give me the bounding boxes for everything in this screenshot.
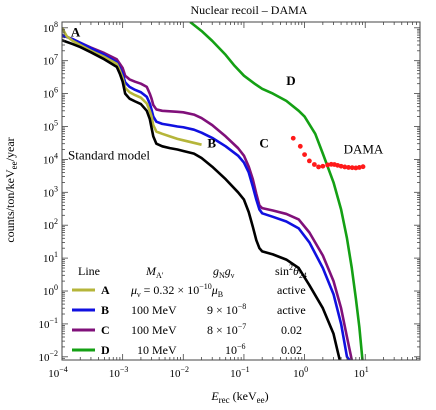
series-line-standard-model [62, 38, 342, 360]
dama-point [290, 135, 296, 141]
series-line-a [62, 27, 202, 146]
legend-row-c-mixing: 0.02 [281, 323, 302, 337]
legend: Line MA′ gNgν sin2θ24 A μν = 0.32 × 10−1… [72, 263, 307, 357]
legend-row-d-mass: 10 MeV [137, 343, 177, 357]
legend-row-a-moment: μν = 0.32 × 10−10μB [130, 282, 223, 299]
series-line-c [62, 33, 354, 360]
y-tick-label: 100 [43, 283, 58, 298]
dama-point [356, 165, 362, 170]
dama-point [338, 163, 344, 169]
x-tick-label: 10−4 [48, 365, 68, 380]
dama-point [325, 162, 331, 168]
x-tick-label: 10−2 [170, 365, 190, 380]
x-axis-title: Erec (keVee) [210, 389, 268, 405]
legend-row-b-mixing: active [277, 303, 306, 317]
dama-point [346, 165, 351, 170]
curve-label-c: C [259, 136, 268, 151]
annotation-dama: DAMA [344, 142, 384, 157]
y-tick-label: 105 [43, 118, 58, 133]
legend-row-d-label: D [101, 343, 110, 357]
dama-point [349, 165, 355, 171]
legend-row-c-mass: 100 MeV [131, 323, 177, 337]
legend-row-a-label: A [101, 283, 110, 297]
y-tick-label: 10−1 [38, 316, 58, 331]
y-tick-label: 106 [43, 86, 58, 101]
x-tick-label: 101 [354, 365, 369, 380]
axis-ticks: 10−4 10−3 10−2 10−1 100 101 10−2 10−1 100 101 102 1… [38, 20, 421, 380]
x-tick-label: 10−1 [230, 365, 250, 380]
plot-area [62, 22, 366, 360]
legend-header-mixing: sin2θ24 [275, 263, 307, 280]
x-tick-label: 10−3 [109, 365, 129, 380]
y-tick-label: 102 [43, 217, 58, 232]
dama-point [342, 164, 348, 170]
curve-label-b: B [207, 136, 216, 151]
series-line-d [189, 22, 364, 360]
legend-header-coupling: gNgν [213, 264, 235, 280]
y-tick-label: 10−2 [38, 349, 58, 364]
legend-row-a-mixing: active [277, 283, 306, 297]
legend-header-line: Line [78, 264, 100, 278]
curve-label-d: D [286, 73, 295, 88]
y-axis-title: counts/ton/keVee/year [3, 137, 19, 242]
legend-row-d-mixing: 0.02 [281, 343, 302, 357]
legend-row-b-coupling: 9 × 10−8 [207, 302, 246, 317]
legend-row-b-label: B [101, 303, 109, 317]
dama-point [316, 164, 321, 170]
y-tick-label: 108 [43, 20, 58, 35]
legend-header-mass: MA′ [145, 264, 164, 280]
y-tick-label: 107 [43, 53, 58, 68]
dama-point [302, 152, 307, 157]
dama-point [311, 162, 317, 167]
dama-point [297, 143, 303, 149]
dama-point [320, 163, 326, 169]
legend-row-c-label: C [101, 323, 110, 337]
legend-row-d-coupling: 10−6 [225, 342, 246, 357]
dama-point [306, 158, 312, 164]
y-tick-label: 103 [43, 184, 58, 199]
x-tick-label: 100 [293, 365, 308, 380]
y-tick-label: 101 [43, 250, 58, 265]
curve-label-a: A [71, 24, 81, 39]
dama-point [353, 165, 359, 171]
chart-title: Nuclear recoil – DAMA [191, 3, 308, 17]
legend-row-b-mass: 100 MeV [131, 303, 177, 317]
dama-point [360, 164, 366, 170]
legend-row-c-coupling: 8 × 10−7 [207, 322, 246, 337]
annotation-standard-model: Standard model [68, 147, 150, 162]
y-tick-label: 104 [43, 151, 58, 166]
